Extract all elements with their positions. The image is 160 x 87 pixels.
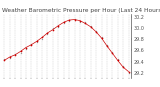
Title: Milwaukee Weather Barometric Pressure per Hour (Last 24 Hours): Milwaukee Weather Barometric Pressure pe… (0, 8, 160, 13)
Point (35, 42, 38, 43)
Point (100, 37, 103, 39)
Point (68, 19, 70, 21)
Point (35, 41, 38, 42)
Point (19, 52, 22, 53)
Point (57, 25, 60, 26)
Point (30, 44, 33, 45)
Point (3, 59, 6, 60)
Point (8, 57, 11, 59)
Point (30, 43, 33, 44)
Point (25, 48, 27, 49)
Point (73, 19, 76, 20)
Point (111, 52, 114, 54)
Point (3, 60, 6, 61)
Point (95, 30, 97, 31)
Point (41, 38, 43, 39)
Point (111, 51, 114, 53)
Point (68, 20, 70, 21)
Point (89, 26, 92, 27)
Point (116, 60, 119, 61)
Point (41, 37, 43, 38)
Point (106, 44, 108, 45)
Point (122, 66, 124, 68)
Point (46, 33, 49, 35)
Point (95, 31, 97, 33)
Point (8, 56, 11, 58)
Point (14, 53, 16, 54)
Point (89, 25, 92, 26)
Point (62, 22, 65, 24)
Point (79, 20, 81, 21)
Point (127, 72, 130, 73)
Point (57, 27, 60, 28)
Point (127, 71, 130, 72)
Point (19, 51, 22, 52)
Point (25, 47, 27, 48)
Point (106, 45, 108, 47)
Point (116, 59, 119, 60)
Point (84, 22, 87, 23)
Point (52, 29, 54, 30)
Point (73, 18, 76, 20)
Point (52, 28, 54, 29)
Point (84, 23, 87, 24)
Point (62, 22, 65, 23)
Point (100, 36, 103, 38)
Point (46, 32, 49, 34)
Point (122, 65, 124, 67)
Point (14, 54, 16, 56)
Point (79, 21, 81, 22)
